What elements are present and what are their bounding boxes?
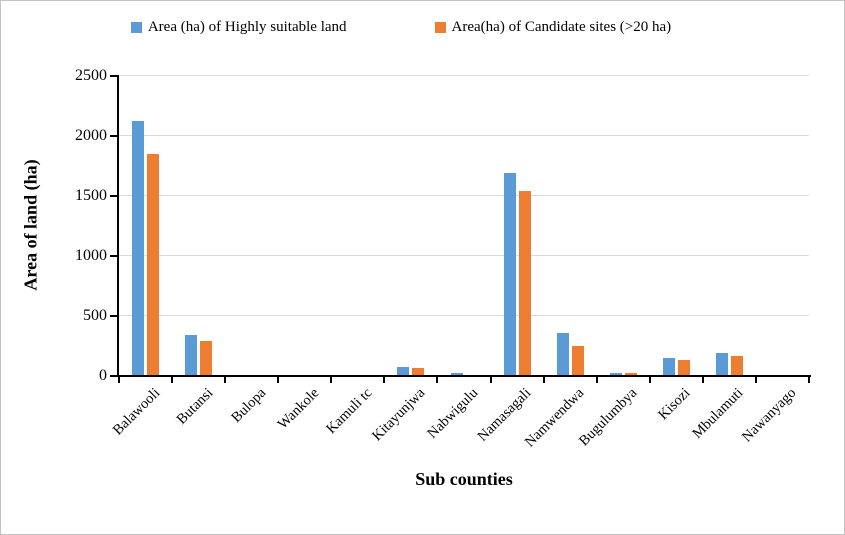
- y-axis-line: [117, 75, 119, 377]
- bar-highly-suitable-balawooli: [132, 120, 145, 375]
- bar-highly-suitable-namwendwa: [556, 333, 569, 375]
- x-tick-10: [648, 377, 651, 383]
- x-tick-3: [277, 377, 280, 383]
- legend-item-candidate-sites: Area(ha) of Candidate sites (>20 ha): [434, 19, 672, 36]
- bar-highly-suitable-kisozi: [662, 357, 675, 375]
- bar-candidate-kitayunjwa: [412, 367, 425, 375]
- y-tick-label-1500: 1500: [75, 187, 107, 204]
- x-tick-6: [436, 377, 439, 383]
- bar-highly-suitable-bugulumbya: [609, 372, 622, 375]
- y-tick-0: [110, 375, 117, 377]
- bar-candidate-namwendwa: [571, 345, 584, 375]
- gridline-500: [119, 315, 809, 316]
- category-label-namwendwa: Namwendwa: [522, 385, 588, 451]
- bar-candidate-mbulamuti: [730, 355, 743, 375]
- bar-candidate-namasagali: [518, 190, 531, 375]
- category-label-nabwigulu: Nabwigulu: [424, 385, 482, 442]
- category-label-namasagali: Namasagali: [474, 385, 535, 445]
- y-tick-2000: [110, 135, 117, 137]
- category-label-kisozi: Kisozi: [655, 385, 694, 424]
- x-axis-title: Sub counties: [415, 469, 513, 489]
- x-tick-1: [171, 377, 174, 383]
- category-label-mbulamuti: Mbulamuti: [689, 385, 747, 442]
- y-tick-label-500: 500: [83, 307, 107, 324]
- y-tick-label-1000: 1000: [75, 247, 107, 264]
- category-label-butansi: Butansi: [173, 385, 216, 428]
- y-tick-500: [110, 315, 117, 317]
- legend: Area (ha) of Highly suitable land Area(h…: [1, 19, 801, 36]
- category-label-bugulumbya: Bugulumbya: [576, 385, 641, 450]
- y-tick-1000: [110, 255, 117, 257]
- bar-candidate-kisozi: [677, 360, 690, 375]
- legend-swatch-orange-icon: [434, 22, 446, 33]
- gridline-1500: [119, 195, 809, 196]
- y-tick-label-2500: 2500: [75, 67, 107, 84]
- bar-candidate-bugulumbya: [624, 373, 637, 375]
- category-label-balawooli: Balawooli: [109, 385, 163, 439]
- y-axis-title: Area of land (ha): [20, 159, 41, 291]
- y-tick-label-0: 0: [99, 367, 107, 384]
- x-tick-11: [701, 377, 704, 383]
- bar-candidate-butansi: [200, 341, 213, 375]
- legend-label-highly-suitable-land: Area (ha) of Highly suitable land: [147, 19, 347, 35]
- x-axis-line: [117, 375, 811, 377]
- x-tick-2: [224, 377, 227, 383]
- x-tick-5: [383, 377, 386, 383]
- x-tick-13: [808, 377, 810, 383]
- bar-highly-suitable-nabwigulu: [450, 372, 463, 375]
- category-label-nawanyago: Nawanyago: [739, 385, 800, 446]
- bar-highly-suitable-butansi: [185, 335, 198, 375]
- x-tick-8: [542, 377, 545, 383]
- bar-highly-suitable-namasagali: [503, 173, 516, 375]
- category-label-kitayunjwa: Kitayunjwa: [369, 385, 429, 445]
- category-label-kamuli-tc: Kamuli tc: [323, 385, 376, 438]
- bar-highly-suitable-mbulamuti: [715, 352, 728, 375]
- category-label-bulopa: Bulopa: [228, 385, 270, 426]
- bar-highly-suitable-kitayunjwa: [397, 367, 410, 375]
- category-label-wankole: Wankole: [274, 385, 323, 433]
- x-tick-9: [595, 377, 598, 383]
- gridline-1000: [119, 255, 809, 256]
- x-tick-12: [754, 377, 757, 383]
- y-tick-2500: [110, 75, 117, 77]
- legend-item-highly-suitable-land: Area (ha) of Highly suitable land: [130, 19, 347, 36]
- legend-label-candidate-sites: Area(ha) of Candidate sites (>20 ha): [451, 19, 672, 35]
- x-tick-4: [330, 377, 333, 383]
- bar-candidate-balawooli: [147, 153, 160, 375]
- x-tick-0: [118, 377, 120, 383]
- x-tick-7: [489, 377, 492, 383]
- y-tick-label-2000: 2000: [75, 127, 107, 144]
- legend-swatch-blue-icon: [130, 22, 142, 33]
- gridline-2000: [119, 135, 809, 136]
- y-tick-1500: [110, 195, 117, 197]
- gridline-2500: [119, 75, 809, 76]
